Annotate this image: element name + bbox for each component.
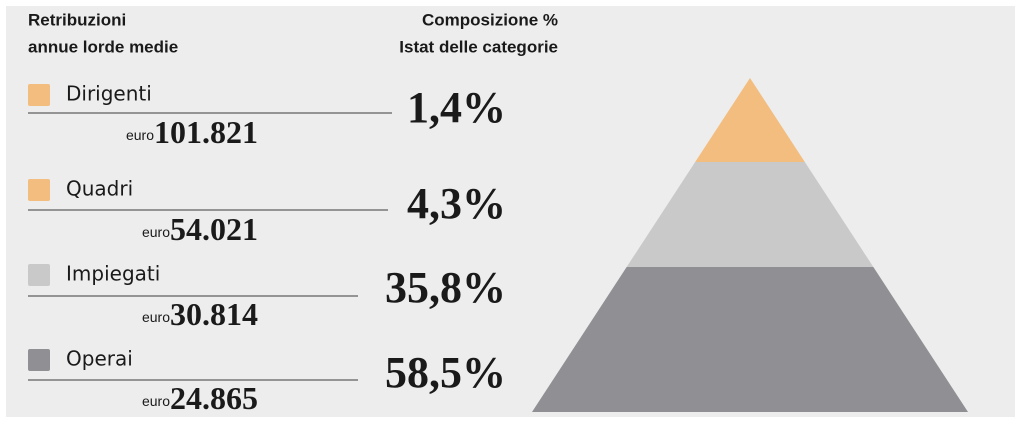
- salary-value: 54.021: [170, 211, 258, 247]
- percent-label: 1,4%: [407, 83, 506, 132]
- pyramid-layer: [695, 120, 805, 162]
- right-header: Istat delle categorie: [399, 37, 558, 56]
- right-header: Composizione %: [422, 10, 558, 29]
- salary-label: euro101.821: [126, 114, 258, 150]
- category-label: Dirigenti: [66, 82, 152, 106]
- salary-label: euro54.021: [142, 211, 258, 247]
- category-label: Quadri: [66, 177, 133, 201]
- legend-swatch: [28, 84, 50, 106]
- salary-value: 24.865: [170, 380, 258, 416]
- category-label: Impiegati: [66, 262, 160, 286]
- currency-label: euro: [142, 309, 170, 325]
- pyramid-layer: [532, 267, 968, 412]
- category-label: Operai: [66, 347, 133, 371]
- percent-label: 35,8%: [385, 263, 506, 312]
- salary-value: 101.821: [154, 114, 258, 150]
- salary-label: euro30.814: [142, 296, 258, 332]
- salary-value: 30.814: [170, 296, 258, 332]
- currency-label: euro: [126, 127, 154, 143]
- salary-label: euro24.865: [142, 380, 258, 416]
- left-header: annue lorde medie: [28, 37, 178, 56]
- percent-label: 58,5%: [385, 348, 506, 397]
- percent-label: 4,3%: [407, 179, 506, 228]
- legend-swatch: [28, 349, 50, 371]
- legend-swatch: [28, 264, 50, 286]
- currency-label: euro: [142, 393, 170, 409]
- pyramid-layer: [722, 78, 778, 120]
- legend-swatch: [28, 179, 50, 201]
- currency-label: euro: [142, 224, 170, 240]
- pyramid-layer: [626, 162, 874, 267]
- left-header: Retribuzioni: [28, 10, 126, 29]
